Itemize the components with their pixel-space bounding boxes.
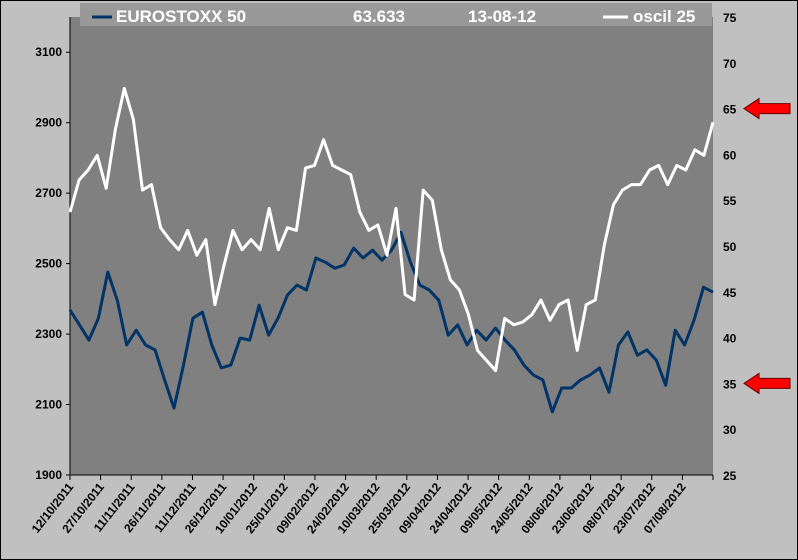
y-right-tick-label: 70 <box>723 57 737 71</box>
y-right-tick-label: 45 <box>723 286 737 300</box>
legend-value: 63.633 <box>353 7 405 26</box>
series-line-0 <box>68 230 714 414</box>
y-right-tick-label: 65 <box>723 103 737 117</box>
marker-arrow-icon <box>743 97 791 120</box>
y-left-tick-label: 2300 <box>35 327 62 341</box>
y-left-tick-label: 2500 <box>35 257 62 271</box>
legend-date: 13-08-12 <box>468 7 536 26</box>
y-right-tick-label: 55 <box>723 194 737 208</box>
y-left-tick-label: 2700 <box>35 186 62 200</box>
y-right-tick-label: 35 <box>723 377 737 391</box>
y-right-tick-label: 25 <box>723 469 737 483</box>
y-left-tick-label: 2900 <box>35 116 62 130</box>
series-line-1 <box>68 86 715 373</box>
legend-box <box>80 3 712 26</box>
y-right-tick-label: 30 <box>723 423 737 437</box>
y-left-tick-label: 3100 <box>35 45 62 59</box>
y-left-tick-label: 2100 <box>35 398 62 412</box>
legend-label-eurostoxx: EUROSTOXX 50 <box>116 7 246 26</box>
y-right-tick-label: 60 <box>723 148 737 162</box>
plot-area <box>70 17 713 475</box>
y-right-tick-label: 75 <box>723 11 737 25</box>
marker-arrow-icon <box>743 372 791 395</box>
y-right-tick-label: 40 <box>723 332 737 346</box>
y-right-tick-label: 50 <box>723 240 737 254</box>
y-left-tick-label: 1900 <box>35 468 62 482</box>
legend-label-oscil: oscil 25 <box>633 7 695 26</box>
